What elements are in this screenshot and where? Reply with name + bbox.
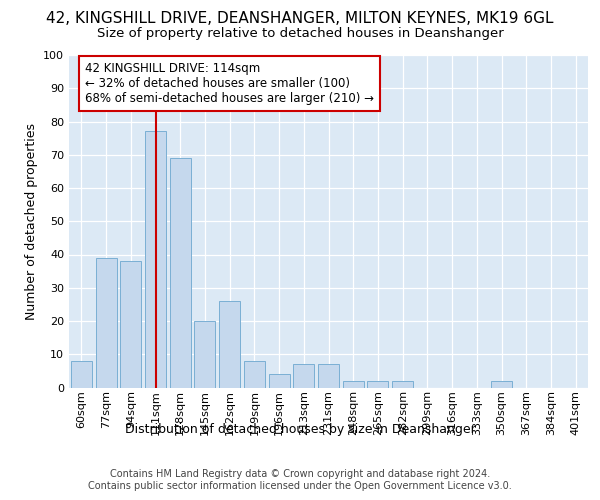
Text: Contains HM Land Registry data © Crown copyright and database right 2024.: Contains HM Land Registry data © Crown c… xyxy=(110,469,490,479)
Bar xyxy=(269,374,290,388)
Bar xyxy=(244,361,265,388)
Bar xyxy=(219,301,240,388)
Text: 42 KINGSHILL DRIVE: 114sqm
← 32% of detached houses are smaller (100)
68% of sem: 42 KINGSHILL DRIVE: 114sqm ← 32% of deta… xyxy=(85,62,374,104)
Bar xyxy=(367,381,388,388)
Text: 42, KINGSHILL DRIVE, DEANSHANGER, MILTON KEYNES, MK19 6GL: 42, KINGSHILL DRIVE, DEANSHANGER, MILTON… xyxy=(46,11,554,26)
Bar xyxy=(318,364,339,388)
Bar xyxy=(491,381,512,388)
Bar xyxy=(145,132,166,388)
Bar xyxy=(71,361,92,388)
Bar xyxy=(392,381,413,388)
Text: Size of property relative to detached houses in Deanshanger: Size of property relative to detached ho… xyxy=(97,28,503,40)
Y-axis label: Number of detached properties: Number of detached properties xyxy=(25,122,38,320)
Bar xyxy=(194,321,215,388)
Text: Contains public sector information licensed under the Open Government Licence v3: Contains public sector information licen… xyxy=(88,481,512,491)
Bar xyxy=(95,258,116,388)
Bar xyxy=(343,381,364,388)
Bar xyxy=(120,261,141,388)
Text: Distribution of detached houses by size in Deanshanger: Distribution of detached houses by size … xyxy=(125,422,475,436)
Bar xyxy=(293,364,314,388)
Bar xyxy=(170,158,191,388)
